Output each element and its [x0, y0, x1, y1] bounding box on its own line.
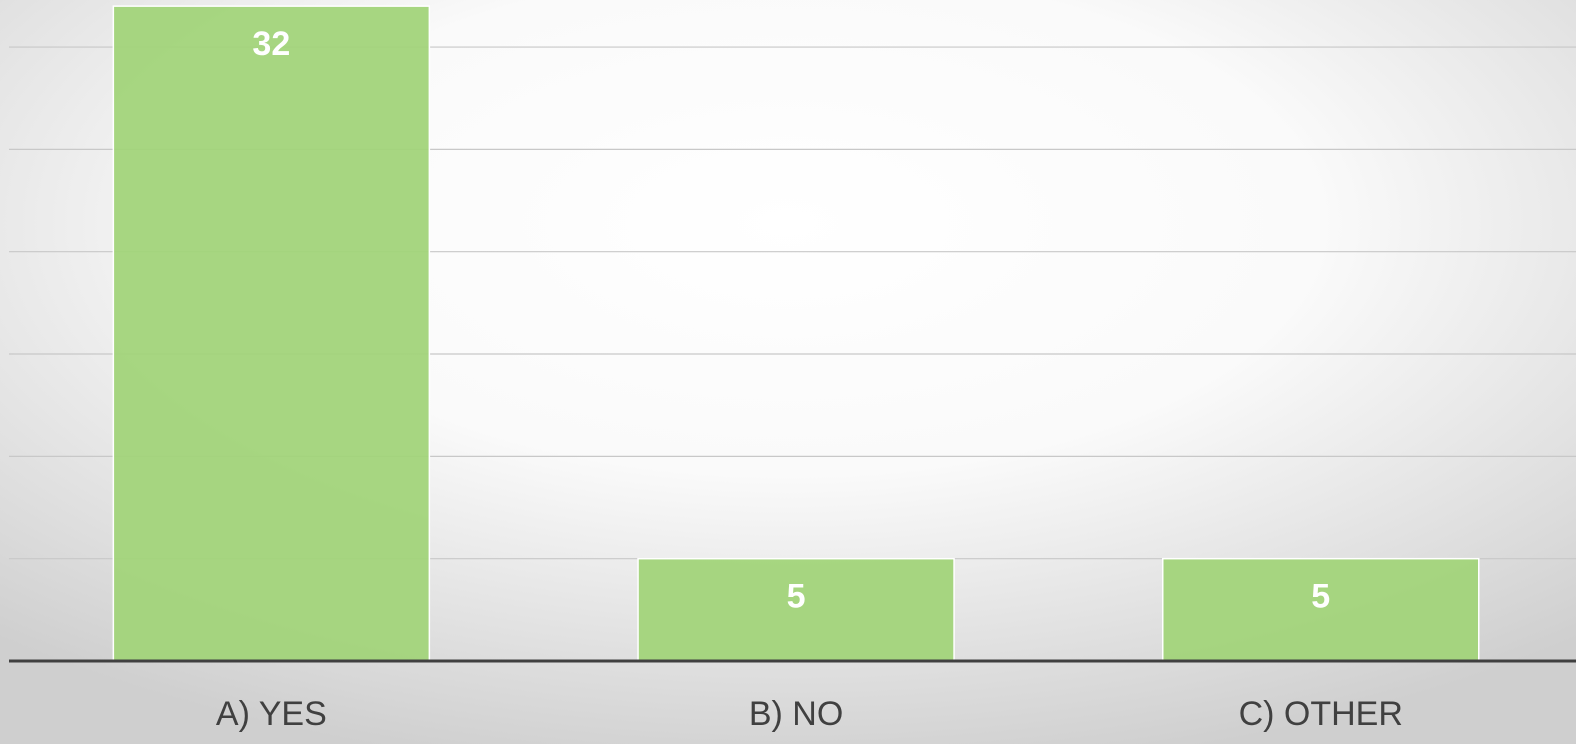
data-label: 32 — [252, 25, 290, 63]
x-tick-label: C) OTHER — [1239, 695, 1403, 733]
data-label: 5 — [787, 578, 806, 616]
bar — [637, 557, 955, 662]
bar — [112, 5, 431, 662]
x-tick-label: A) YES — [216, 695, 327, 733]
data-label: 5 — [1311, 578, 1330, 616]
x-tick-label: B) NO — [749, 695, 843, 733]
